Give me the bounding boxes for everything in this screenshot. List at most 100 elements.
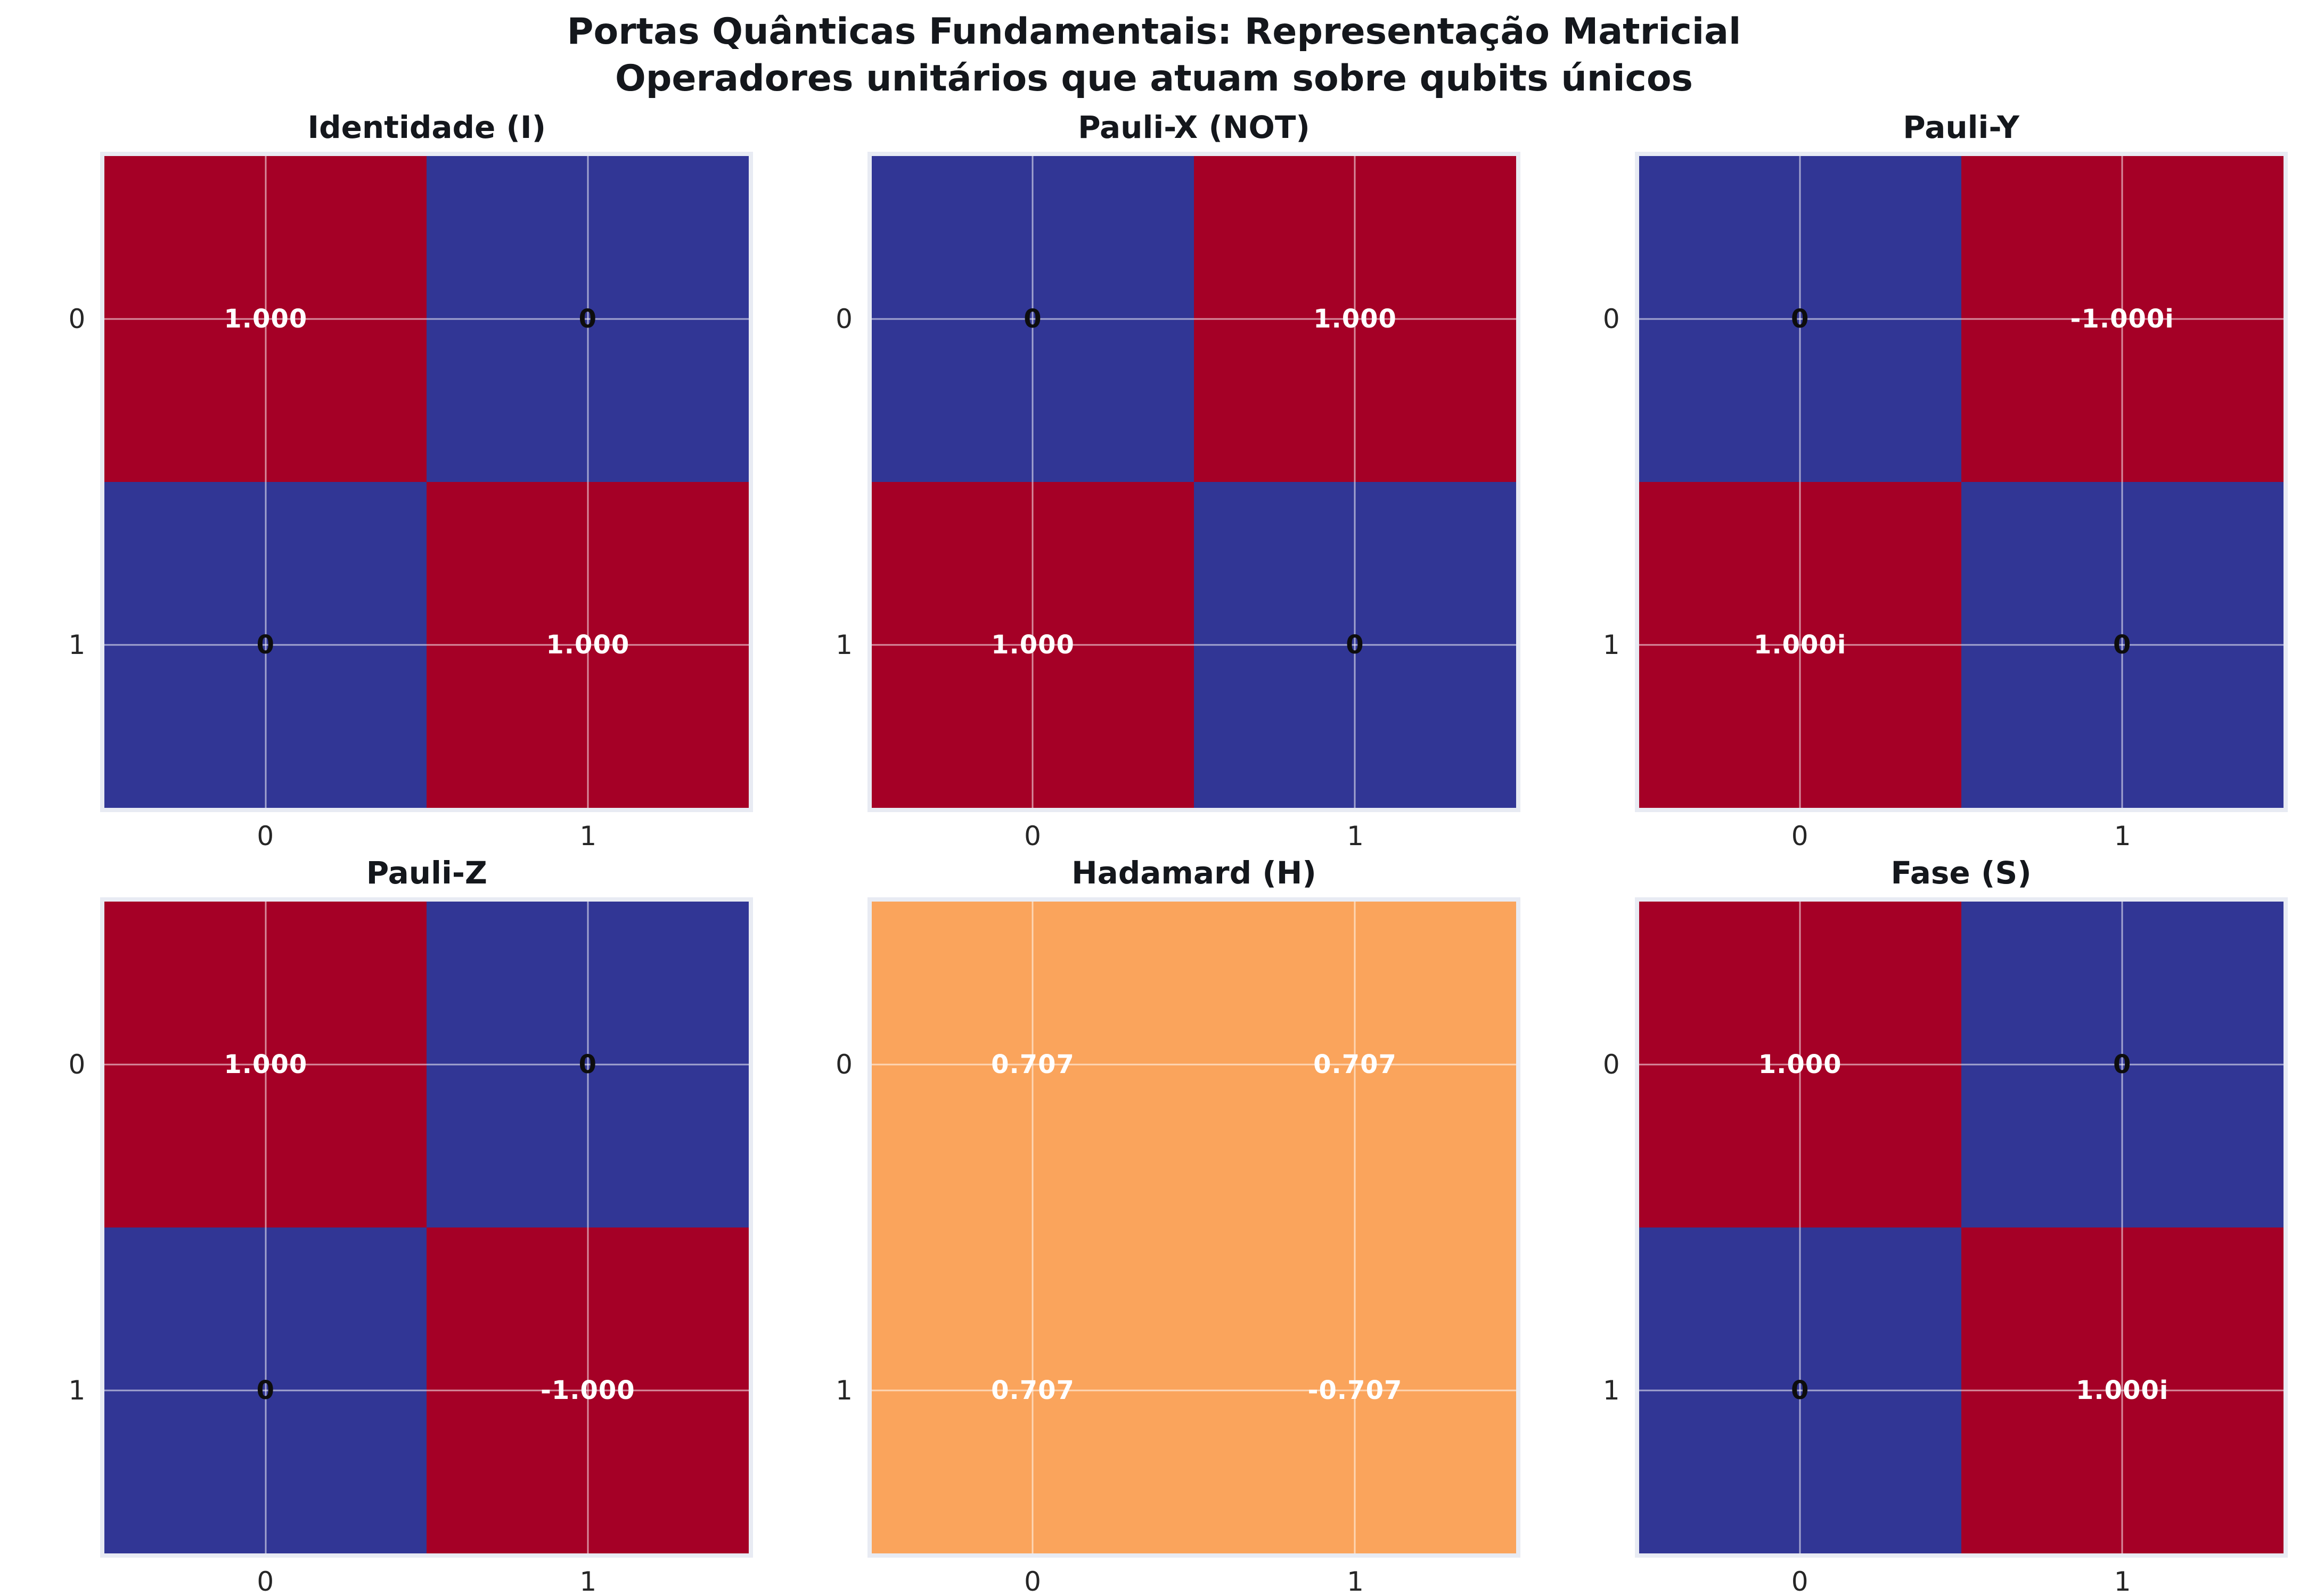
gridline: [1032, 155, 1034, 808]
gridline: [265, 901, 267, 1553]
cell-value-label: 0: [256, 1375, 275, 1405]
x-tick-label: 0: [1024, 820, 1041, 852]
y-tick-label: 0: [1602, 303, 1620, 334]
heatmap-cells: 0 -1.000i 1.000i 0: [1639, 155, 2284, 808]
y-tick-label: 1: [68, 629, 86, 660]
x-tick-label: 0: [257, 820, 274, 852]
y-axis: 0 1: [20, 152, 100, 812]
gridline: [104, 1389, 749, 1392]
y-tick-label: 1: [1602, 1374, 1620, 1406]
cell-value-label: 0: [578, 304, 598, 334]
cell-value-label: 0: [2113, 629, 2132, 660]
x-axis: 0 1: [867, 1558, 1520, 1596]
heatmap-axes: 1.000 0 0 1.000i: [1634, 897, 2288, 1558]
heatmap-axes: 0 1.000 1.000 0: [867, 151, 1520, 812]
gridline: [871, 644, 1516, 646]
subplot-title: Identidade (I): [307, 109, 546, 145]
cell-value-label: 0.707: [991, 1375, 1075, 1405]
gridline: [104, 1063, 749, 1066]
cell-value-label: 0: [1024, 304, 1042, 334]
subplot: Identidade (I) 0 1 1.000 0 0 1.000 0 1: [3, 103, 771, 852]
y-axis: 0 1: [1555, 897, 1635, 1558]
gridline: [104, 644, 749, 646]
figure-subtitle: Operadores unitários que atuam sobre qub…: [615, 58, 1693, 100]
x-axis: 0 1: [100, 1558, 753, 1596]
cell-value-label: 0.707: [991, 1049, 1075, 1079]
x-tick-label: 1: [579, 820, 597, 852]
x-tick-label: 1: [579, 1566, 597, 1596]
cell-value-label: 1.000: [991, 629, 1075, 660]
gridline: [871, 1389, 1516, 1392]
x-axis: 0 1: [867, 812, 1520, 852]
x-axis: 0 1: [100, 812, 753, 852]
y-tick-label: 0: [836, 303, 853, 334]
cell-value-label: 1.000: [224, 304, 308, 334]
x-tick-label: 1: [1347, 1566, 1364, 1596]
gridline: [1639, 318, 2284, 320]
y-tick-label: 1: [1602, 629, 1620, 660]
subplot: Pauli-Z 0 1 1.000 0 0 -1.000 0 1: [3, 848, 771, 1596]
y-axis: 0 1: [1555, 152, 1635, 812]
gridline: [1032, 901, 1034, 1553]
cell-value-label: 0: [256, 629, 275, 660]
gridline: [1799, 901, 1801, 1553]
x-tick-label: 0: [1791, 820, 1808, 852]
gridline: [1354, 155, 1356, 808]
heatmap-cells: 1.000 0 0 -1.000: [104, 901, 749, 1553]
x-axis: 0 1: [1635, 812, 2288, 852]
gridline: [2121, 901, 2123, 1553]
cell-value-label: 1.000: [1758, 1049, 1842, 1079]
cell-value-label: 1.000: [1313, 304, 1397, 334]
gridline: [1354, 901, 1356, 1553]
gridline: [2121, 155, 2123, 808]
y-axis: 0 1: [20, 897, 100, 1558]
cell-value-label: 1.000: [224, 1049, 308, 1079]
subplot-title: Pauli-Z: [366, 854, 487, 891]
y-tick-label: 0: [1602, 1049, 1620, 1080]
heatmap-axes: 1.000 0 0 -1.000: [100, 897, 754, 1558]
gridline: [587, 901, 589, 1553]
y-axis: 0 1: [788, 152, 867, 812]
y-tick-label: 0: [68, 303, 86, 334]
x-tick-label: 0: [1791, 1566, 1808, 1596]
gridline: [1639, 1063, 2284, 1066]
x-axis: 0 1: [1635, 1558, 2288, 1596]
y-axis: 0 1: [788, 897, 867, 1558]
subplot-title: Fase (S): [1890, 854, 2032, 891]
cell-value-label: -0.707: [1307, 1375, 1403, 1405]
gridline: [1639, 644, 2284, 646]
y-tick-label: 1: [836, 1374, 853, 1406]
gridline: [1799, 155, 1801, 808]
subplot-title: Pauli-Y: [1903, 109, 2019, 145]
subplot-title: Hadamard (H): [1071, 854, 1316, 891]
y-tick-label: 1: [68, 1374, 86, 1406]
y-tick-label: 1: [836, 629, 853, 660]
gridline: [265, 155, 267, 808]
heatmap-axes: 0 -1.000i 1.000i 0: [1634, 151, 2288, 812]
subplot: Pauli-Y 0 1 0 -1.000i 1.000i 0 0 1: [1537, 103, 2305, 852]
gridline: [871, 1063, 1516, 1066]
heatmap-cells: 1.000 0 0 1.000: [104, 155, 749, 808]
gridline: [1639, 1389, 2284, 1392]
y-tick-label: 0: [836, 1049, 853, 1080]
heatmap-cells: 0 1.000 1.000 0: [871, 155, 1516, 808]
cell-value-label: 1.000i: [1754, 629, 1847, 660]
subplot-title: Pauli-X (NOT): [1078, 109, 1310, 145]
subplot: Hadamard (H) 0 1 0.707 0.707 0.707 -0.707 0…: [771, 848, 1538, 1596]
cell-value-label: 0: [578, 1049, 598, 1079]
gridline: [104, 318, 749, 320]
subplot-grid: Identidade (I) 0 1 1.000 0 0 1.000 0 1 Paul…: [0, 103, 2308, 1596]
heatmap-axes: 0.707 0.707 0.707 -0.707: [867, 897, 1520, 1558]
x-tick-label: 1: [2114, 820, 2131, 852]
subplot: Fase (S) 0 1 1.000 0 0 1.000i 0 1: [1537, 848, 2305, 1596]
heatmap-cells: 1.000 0 0 1.000i: [1639, 901, 2284, 1553]
x-tick-label: 0: [257, 1566, 274, 1596]
cell-value-label: -1.000: [540, 1375, 635, 1405]
cell-value-label: 0: [1790, 304, 1810, 334]
cell-value-label: -1.000i: [2070, 304, 2174, 334]
subplot: Pauli-X (NOT) 0 1 0 1.000 1.000 0 0 1: [771, 103, 1538, 852]
x-tick-label: 1: [2114, 1566, 2131, 1596]
cell-value-label: 0: [1790, 1375, 1810, 1405]
gridline: [587, 155, 589, 808]
